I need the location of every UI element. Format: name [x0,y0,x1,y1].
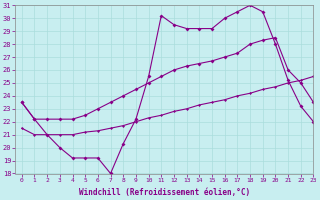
X-axis label: Windchill (Refroidissement éolien,°C): Windchill (Refroidissement éolien,°C) [79,188,250,197]
